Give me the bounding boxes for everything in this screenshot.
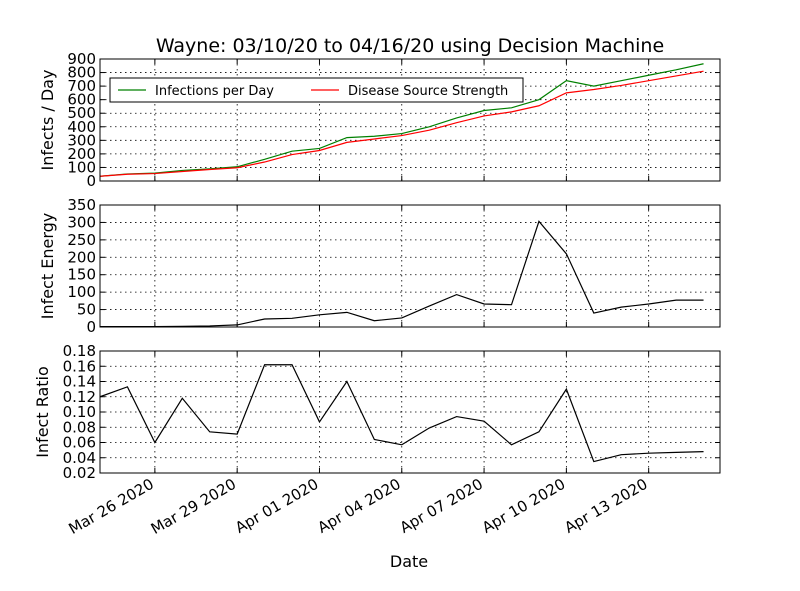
y-tick-label: 900: [67, 50, 96, 68]
y-tick-label: 200: [67, 248, 96, 266]
legend: Infections per Day Disease Source Strengt…: [109, 77, 524, 103]
y-tick-label: 0.06: [63, 434, 96, 452]
y-tick-label: 200: [67, 145, 96, 163]
legend-label: Infections per Day: [155, 84, 274, 99]
y-tick-label: 0.02: [63, 464, 96, 482]
y-tick-label: 0.16: [63, 357, 96, 375]
y-tick-label: 0.12: [63, 388, 96, 406]
series-line-infect-energy: [100, 220, 704, 328]
y-tick-label: 0.04: [63, 449, 96, 467]
y-tick-label: 400: [67, 118, 96, 136]
series-line-infect-ratio: [99, 364, 704, 463]
axes-frame: [99, 58, 721, 182]
chart-title: Wayne: 03/10/20 to 04/16/20 using Decisi…: [156, 35, 664, 57]
y-tick-label: 0.08: [63, 418, 96, 436]
y-axis-label: Infect Energy: [38, 213, 57, 320]
y-tick-label: 150: [67, 266, 96, 284]
y-tick-label: 300: [67, 131, 96, 149]
y-axis-label: Infects / Day: [38, 70, 57, 171]
y-tick-label: 300: [67, 213, 96, 231]
y-tick-label: 0: [86, 318, 96, 336]
y-axis-label: Infect Ratio: [33, 366, 52, 458]
series-line-disease-source-strength: [99, 70, 704, 177]
y-tick-label: 100: [67, 158, 96, 176]
y-tick-label: 600: [67, 91, 96, 109]
y-tick-label: 0.18: [63, 342, 96, 360]
y-tick-label: 800: [67, 64, 96, 82]
legend-label: Disease Source Strength: [348, 84, 508, 99]
x-axis-label: Date: [390, 552, 428, 571]
y-tick-label: 500: [67, 104, 96, 122]
axes-frame: [99, 204, 721, 328]
series-line-infections-per-day: [99, 63, 704, 177]
y-tick-label: 0: [86, 172, 96, 190]
y-tick-label: 100: [67, 283, 96, 301]
y-tick-label: 350: [67, 196, 96, 214]
y-tick-label: 250: [67, 231, 96, 249]
panel-3: 0.020.040.060.080.100.120.140.160.18 Infe…: [33, 342, 721, 482]
y-tick-label: 700: [67, 77, 96, 95]
y-tick-label: 50: [77, 301, 96, 319]
y-tick-label: 0.14: [63, 373, 96, 391]
y-tick-label: 0.10: [63, 403, 96, 421]
